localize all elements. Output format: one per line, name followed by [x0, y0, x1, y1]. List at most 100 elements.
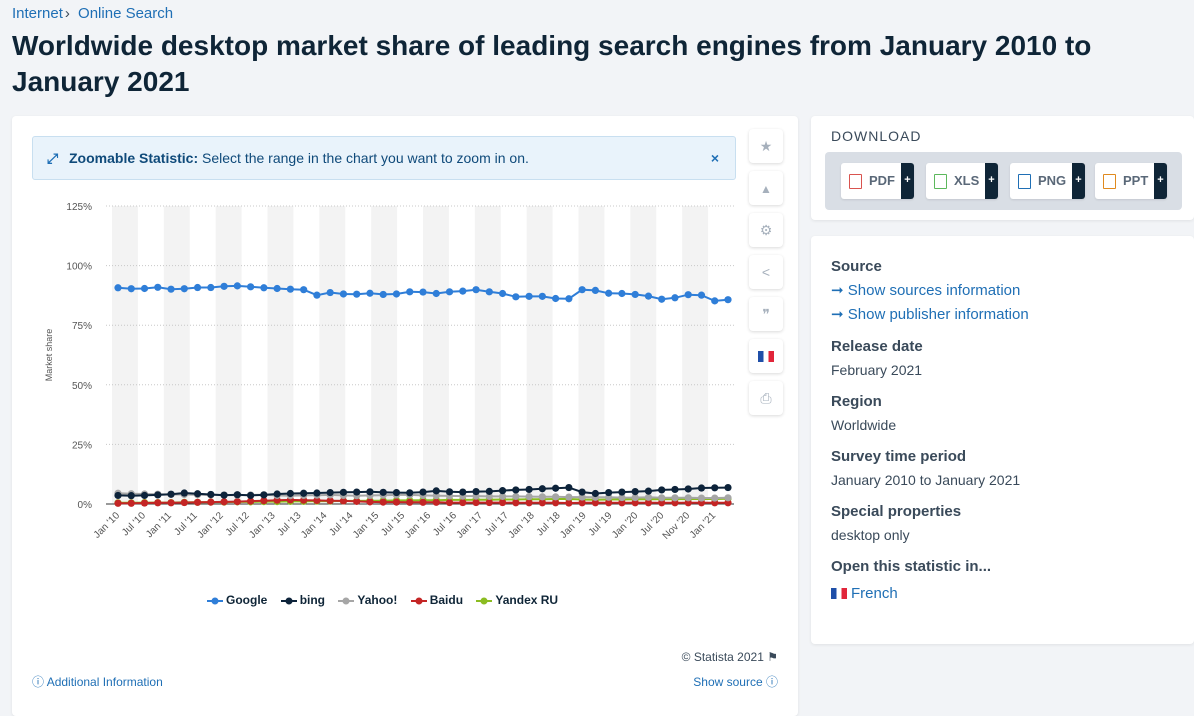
download-pdf-button[interactable]: PDF + — [841, 163, 914, 199]
legend-item-yahoo[interactable]: Yahoo! — [338, 593, 397, 607]
data-point — [684, 499, 692, 507]
show-sources-label: Show sources information — [847, 282, 1021, 299]
show-sources-link[interactable]: ➞ Show sources information — [831, 281, 1171, 300]
data-point — [711, 494, 719, 502]
cite-button[interactable]: ❞ — [749, 297, 783, 331]
arrow-right-icon: ➞ — [831, 282, 844, 299]
data-point — [154, 499, 162, 507]
legend-item-bing[interactable]: bing — [280, 593, 326, 607]
print-button[interactable]: ⎙ — [749, 381, 783, 415]
plot-band — [630, 206, 657, 504]
data-point — [697, 484, 706, 492]
breadcrumb-separator: › — [64, 5, 70, 22]
data-point — [552, 484, 560, 492]
breadcrumb-internet[interactable]: Internet — [12, 5, 63, 22]
quote-icon: ❞ — [762, 306, 770, 322]
data-point — [353, 497, 361, 505]
plus-icon[interactable]: + — [901, 163, 914, 199]
legend-item-google[interactable]: Google — [207, 593, 267, 607]
data-point — [631, 488, 639, 496]
line-chart[interactable]: 0% 25% 50% 75% 100% 125% Market share Jan '10Ju… — [12, 186, 742, 586]
data-point — [247, 491, 255, 500]
data-point — [512, 499, 520, 507]
data-point — [631, 290, 639, 299]
data-point — [485, 487, 493, 495]
data-point — [445, 498, 454, 507]
data-point — [565, 483, 573, 492]
data-point — [419, 288, 427, 296]
data-point — [445, 288, 454, 296]
share-button[interactable]: < — [749, 255, 783, 289]
data-point — [220, 498, 228, 506]
data-point — [406, 288, 414, 296]
x-tick-label: Nov '20 — [661, 510, 693, 542]
download-png-button[interactable]: PNG + — [1010, 163, 1085, 199]
plot-band — [267, 206, 294, 504]
source-heading: Source — [831, 258, 882, 275]
data-point — [220, 282, 228, 290]
open-in-heading: Open this statistic in... — [831, 558, 992, 575]
y-tick-label: 25% — [72, 440, 92, 451]
data-point — [552, 493, 560, 501]
survey-period-heading: Survey time period — [831, 448, 967, 465]
legend-marker — [285, 597, 293, 605]
data-point — [419, 498, 427, 506]
legend-item-baidu[interactable]: Baidu — [410, 593, 463, 607]
data-point — [286, 285, 294, 293]
data-point — [459, 488, 467, 496]
plot-band — [682, 206, 709, 504]
data-point — [366, 488, 374, 496]
favorite-button[interactable]: ★ — [749, 129, 783, 163]
download-png-label: PNG — [1038, 173, 1067, 188]
legend-item-yandex[interactable]: Yandex RU — [476, 593, 558, 607]
data-point — [127, 492, 135, 500]
plus-icon[interactable]: + — [1072, 163, 1085, 199]
data-point — [671, 294, 679, 302]
y-tick-label: 125% — [66, 202, 92, 213]
show-source-link[interactable]: Show source ⓘ — [693, 673, 778, 690]
data-point — [485, 498, 493, 507]
x-tick-label: Jan '19 — [558, 510, 589, 541]
download-title: DOWNLOAD — [831, 128, 922, 144]
data-point — [525, 493, 533, 501]
download-buttons: PDF + XLS + PNG + PPT + — [825, 152, 1182, 210]
plot-band — [163, 206, 190, 504]
data-point — [498, 492, 507, 500]
download-xls-button[interactable]: XLS + — [926, 163, 998, 199]
additional-info-link[interactable]: ⓘ Additional Information — [32, 673, 163, 690]
data-point — [300, 286, 308, 294]
data-point — [591, 489, 599, 498]
plot-band — [112, 206, 138, 504]
data-point — [618, 493, 626, 502]
show-publisher-link[interactable]: ➞ Show publisher information — [831, 305, 1171, 324]
close-icon[interactable]: × — [710, 150, 719, 166]
data-point — [605, 488, 613, 497]
data-point — [339, 497, 348, 505]
info-card: Source ➞ Show sources information ➞ Show… — [811, 236, 1194, 644]
notify-button[interactable]: ▲ — [749, 171, 783, 205]
data-point — [379, 290, 387, 299]
data-point — [180, 498, 188, 507]
breadcrumb: Internet › Online Search — [12, 5, 173, 22]
settings-button[interactable]: ⚙ — [749, 213, 783, 247]
legend-label: bing — [299, 593, 326, 607]
print-icon: ⎙ — [760, 390, 772, 406]
open-in-french-link[interactable]: French — [831, 584, 1171, 603]
data-point — [578, 499, 586, 507]
data-point — [379, 488, 387, 496]
survey-period-value: January 2010 to January 2021 — [831, 472, 1021, 488]
release-date-heading: Release date — [831, 338, 923, 355]
data-point — [711, 297, 719, 305]
language-button[interactable] — [749, 339, 783, 373]
special-properties-heading: Special properties — [831, 503, 962, 520]
plus-icon[interactable]: + — [985, 163, 998, 199]
data-point — [140, 491, 149, 500]
plus-icon[interactable]: + — [1154, 163, 1167, 199]
breadcrumb-online-search[interactable]: Online Search — [78, 5, 174, 22]
download-ppt-button[interactable]: PPT + — [1095, 163, 1167, 199]
data-point — [724, 483, 732, 492]
data-point — [658, 494, 666, 502]
x-tick-label: Jan '17 — [455, 510, 486, 541]
data-point — [472, 286, 480, 294]
data-point — [485, 492, 493, 500]
